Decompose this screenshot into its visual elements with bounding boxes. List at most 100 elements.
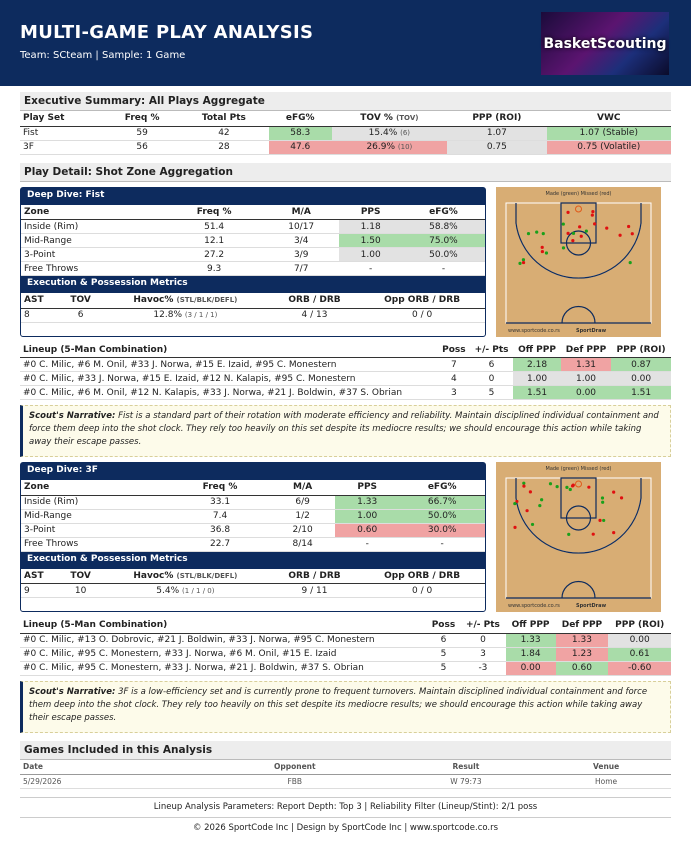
cell: -	[335, 537, 400, 552]
center-circle	[561, 305, 596, 323]
column-header: TOV	[60, 568, 101, 584]
shot-dot	[515, 499, 519, 504]
column-header: PPS	[339, 204, 402, 220]
court-site: www.sportcode.co.rs	[508, 603, 560, 609]
cell-sub: (1 / 1 / 0)	[182, 586, 215, 595]
court-legend: Made (green) Missed (red)	[546, 466, 612, 472]
cell: 4 / 13	[269, 308, 360, 323]
row: Fist 59 42 58.3 15.4% (6) 1.07 1.07 (Stable)	[20, 126, 671, 141]
shot-dot	[591, 209, 595, 213]
cell: 5/29/2026	[20, 774, 199, 789]
cell-text: 0.00	[520, 663, 541, 673]
shot-dot	[618, 233, 622, 237]
row: 3F 56 28 47.6 26.9% (10) 0.75 0.75 (Volatile)	[20, 140, 671, 155]
column-header: eFG%	[399, 480, 485, 496]
cell: -	[401, 261, 485, 276]
column-header: Play Set	[20, 111, 106, 127]
cell: 0 / 0	[359, 583, 485, 598]
column-header: eFG%	[401, 204, 485, 220]
column-header: Def PPP	[555, 618, 609, 634]
key	[560, 201, 597, 244]
shot-dot	[525, 509, 529, 513]
column-header: PPP (ROI)	[447, 111, 547, 127]
row: 3-Point 27.2 3/9 1.00 50.0%	[21, 247, 485, 262]
cell: #0 C. Milic, #33 J. Norwa, #15 E. Izaid,…	[20, 371, 438, 386]
header-row: Lineup (5-Man Combination) Poss +/- Pts Off…	[20, 342, 671, 358]
cell-text: 1.51	[631, 387, 652, 398]
row: 8 6 12.8% (3 / 1 / 1) 4 / 13 0 / 0	[21, 308, 485, 323]
cell: -	[399, 537, 485, 552]
column-header: Poss	[426, 618, 461, 634]
cell: #0 C. Milic, #95 C. Monestern, #33 J. No…	[20, 647, 427, 662]
cell: 12.1	[165, 233, 263, 248]
cell-text: 1.23	[571, 649, 592, 659]
shot-dot	[605, 226, 609, 230]
cell: 36.8	[169, 523, 271, 538]
row: 9 10 5.4% (1 / 1 / 0) 9 / 11 0 / 0	[21, 583, 485, 598]
narrative-text: 3F is a low-efficiency set and is curren…	[29, 686, 648, 723]
cell-text: 5.4%	[156, 585, 180, 596]
shot-dot	[513, 525, 517, 529]
cell: -0.60	[608, 661, 671, 676]
narrative-label: Scout's Narrative:	[29, 411, 116, 421]
shot-dot	[540, 245, 544, 249]
metrics-title: Execution & Possession Metrics	[21, 276, 485, 293]
cell: 5	[426, 661, 461, 676]
cell: Home	[541, 774, 671, 789]
shot-dot	[561, 221, 565, 226]
row: #0 C. Milic, #95 C. Monestern, #33 J. No…	[20, 661, 671, 676]
row: Free Throws 22.7 8/14- -	[21, 537, 485, 552]
cell: 6/9	[270, 495, 336, 510]
shot-dot	[571, 231, 576, 235]
cell: 2/10	[270, 523, 336, 538]
shot-dot	[521, 260, 526, 264]
cell: 1.00	[335, 509, 400, 524]
cell: Inside (Rim)	[21, 219, 166, 234]
shot-dot	[566, 210, 570, 214]
report-subtitle: Team: SCteam | Sample: 1 Game	[20, 50, 186, 61]
cell: 0.61	[608, 647, 671, 662]
cell: Mid-Range	[21, 233, 166, 248]
metrics-table: AST TOV Havoc% (STL/BLK/DEFL) ORB / DRB Opp …	[21, 568, 485, 598]
column-header: Def PPP	[560, 342, 612, 358]
cell-text: 0.60	[571, 663, 592, 673]
cell: Free Throws	[21, 261, 166, 276]
dive-tables: Deep Dive: Fist Zone Freq % M/A PPS eFG% Insid…	[20, 186, 486, 337]
logo: BasketScouting	[541, 12, 669, 75]
cell: 7.4	[169, 509, 271, 524]
lineup-table: Lineup (5-Man Combination) Poss +/- Pts Off…	[20, 618, 671, 676]
shot-dot	[522, 484, 526, 488]
cell: -	[339, 261, 402, 276]
content: Executive Summary: All Plays Aggregate P…	[0, 92, 691, 833]
court: Made (green) Missed (red) www.sportcode.c…	[496, 186, 661, 337]
cell: 6	[426, 633, 461, 648]
header: MULTI-GAME PLAY ANALYSIS Team: SCteam | …	[0, 0, 691, 86]
cell: 66.7%	[399, 495, 485, 510]
cell: 1.07 (Stable)	[546, 126, 671, 141]
shot-dot	[601, 500, 605, 504]
cell: 50.0%	[399, 509, 485, 524]
cell: 15.4% (6)	[331, 126, 448, 141]
narrative-text: Fist is a standard part of their rotatio…	[29, 411, 659, 447]
ft-circle	[565, 505, 592, 531]
cell: 50.0%	[401, 247, 485, 262]
cell-text: 15.4%	[368, 128, 398, 138]
cell: 27.2	[165, 247, 263, 262]
header-row: Zone Freq % M/A PPS eFG%	[21, 204, 485, 220]
column-header: Opponent	[198, 759, 391, 775]
shot-dot	[628, 260, 632, 264]
shot-dot	[521, 257, 526, 261]
cell-text: 0.60	[357, 525, 378, 535]
cell: 0.75	[447, 140, 547, 155]
cell: 8	[21, 308, 61, 323]
shot-dot	[528, 490, 532, 494]
shot-dot	[627, 224, 631, 228]
cell: 1.33	[335, 495, 400, 510]
shot-dot	[578, 224, 582, 228]
cell-text: 0.00	[629, 635, 650, 645]
cell-text: Havoc%	[133, 570, 174, 581]
cell: Free Throws	[21, 537, 170, 552]
deep-dive: Deep Dive: 3F Zone Freq % M/A PPS eFG% Inside …	[20, 462, 671, 612]
header-row: AST TOV Havoc% (STL/BLK/DEFL) ORB / DRB Opp …	[21, 293, 485, 309]
shot-dot	[540, 498, 544, 502]
